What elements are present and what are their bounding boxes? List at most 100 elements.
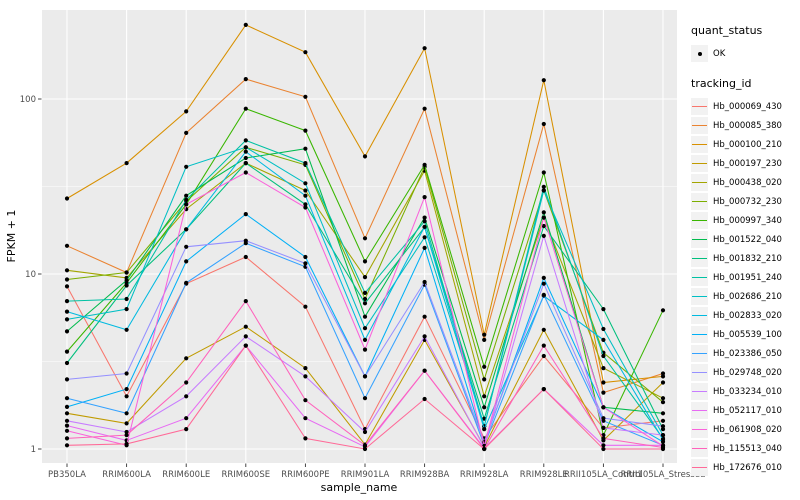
legend-key-box xyxy=(691,307,708,324)
legend-item-label: Hb_033234_010 xyxy=(713,386,782,397)
data-point xyxy=(601,416,606,421)
data-point xyxy=(303,416,308,421)
y-tick-labels: 1 10 100 xyxy=(20,95,36,455)
data-point xyxy=(303,398,308,403)
data-point xyxy=(541,387,546,392)
legend-item-label: Hb_000197_230 xyxy=(713,158,782,169)
data-point xyxy=(184,109,189,114)
data-point xyxy=(64,443,70,448)
data-point xyxy=(482,394,487,399)
data-point xyxy=(184,427,189,432)
data-point xyxy=(422,368,427,373)
data-point xyxy=(124,278,129,283)
legend-key-box xyxy=(691,250,708,267)
data-point xyxy=(660,424,666,429)
data-point xyxy=(243,170,248,175)
data-point xyxy=(124,327,129,332)
legend-item-label: Hb_005539_100 xyxy=(713,329,782,340)
legend-item: Hb_000997_340 xyxy=(691,211,799,230)
legend-key-box xyxy=(691,383,708,400)
legend-key-box xyxy=(691,231,708,248)
data-point xyxy=(660,374,666,379)
data-point xyxy=(541,188,546,193)
data-point xyxy=(243,138,248,143)
data-point xyxy=(124,394,129,399)
data-point xyxy=(184,244,189,249)
data-point xyxy=(184,197,189,202)
legend-key-box xyxy=(691,364,708,381)
data-point xyxy=(124,433,129,438)
data-point xyxy=(243,106,248,111)
data-point xyxy=(124,411,129,416)
series-lines-and-points xyxy=(64,22,666,452)
data-point xyxy=(303,146,308,151)
data-point xyxy=(422,162,427,167)
data-point xyxy=(64,277,70,282)
legend-key-box xyxy=(691,212,708,229)
data-point xyxy=(660,433,666,438)
data-point xyxy=(541,233,546,238)
data-point xyxy=(64,377,70,382)
x-tick-label: RRIM928BA xyxy=(400,470,450,480)
point-marker-icon xyxy=(697,51,702,56)
x-tick-label: RRIM901LA xyxy=(341,470,390,480)
data-point xyxy=(422,245,427,250)
data-point xyxy=(184,202,189,207)
legend-key-box xyxy=(691,117,708,134)
data-point xyxy=(303,261,308,266)
data-point xyxy=(541,275,546,280)
data-point xyxy=(303,94,308,99)
data-point xyxy=(541,281,546,286)
x-tick-label: PB350LA xyxy=(48,470,86,480)
data-point xyxy=(422,224,427,229)
legend-item: Hb_001522_040 xyxy=(691,230,799,249)
legend-item: Hb_000100_210 xyxy=(691,135,799,154)
data-point xyxy=(303,254,308,260)
legend-item-quant-ok: OK xyxy=(691,44,799,63)
legend-item-label: Hb_000085_380 xyxy=(713,120,782,131)
data-point xyxy=(64,396,70,401)
legend-item: Hb_000085_380 xyxy=(691,116,799,135)
data-point xyxy=(124,161,129,166)
legend-item-label: OK xyxy=(713,48,726,59)
legend-key-box xyxy=(691,421,708,438)
data-point xyxy=(482,337,487,342)
data-point xyxy=(541,223,546,229)
data-point xyxy=(184,193,189,198)
data-point xyxy=(362,429,368,435)
data-point xyxy=(124,296,129,302)
data-point xyxy=(243,324,248,329)
series-line-swatch-icon xyxy=(692,296,707,298)
legend-key-box xyxy=(691,155,708,172)
data-point xyxy=(482,446,487,452)
data-point xyxy=(303,128,308,133)
data-point xyxy=(482,377,487,382)
data-point xyxy=(303,193,308,198)
data-point xyxy=(362,396,368,401)
legend-key-box xyxy=(691,269,708,286)
data-point xyxy=(124,307,129,312)
series-line-swatch-icon xyxy=(692,372,707,374)
data-point xyxy=(541,121,546,127)
series-line-swatch-icon xyxy=(692,277,707,279)
legend-item-label: Hb_029748_020 xyxy=(713,367,782,378)
data-point xyxy=(660,427,666,432)
data-point xyxy=(601,436,606,441)
legend-key-box xyxy=(691,459,708,476)
data-point xyxy=(362,347,368,352)
data-point xyxy=(303,188,308,193)
data-point xyxy=(184,130,189,135)
data-point xyxy=(243,238,248,243)
legend-item: Hb_000438_020 xyxy=(691,173,799,192)
data-point xyxy=(541,353,546,359)
series-line-swatch-icon xyxy=(692,315,707,317)
data-point xyxy=(303,374,308,379)
series-line-swatch-icon xyxy=(692,391,707,393)
data-point xyxy=(660,396,666,401)
series-line-swatch-icon xyxy=(692,239,707,241)
legend-series-list: Hb_000069_430 Hb_000085_380 Hb_000100_210 H… xyxy=(691,97,799,477)
legend-item: Hb_061908_020 xyxy=(691,420,799,439)
series-line-swatch-icon xyxy=(692,220,707,222)
series-line-swatch-icon xyxy=(692,125,707,127)
legend-item: Hb_172676_010 xyxy=(691,458,799,477)
